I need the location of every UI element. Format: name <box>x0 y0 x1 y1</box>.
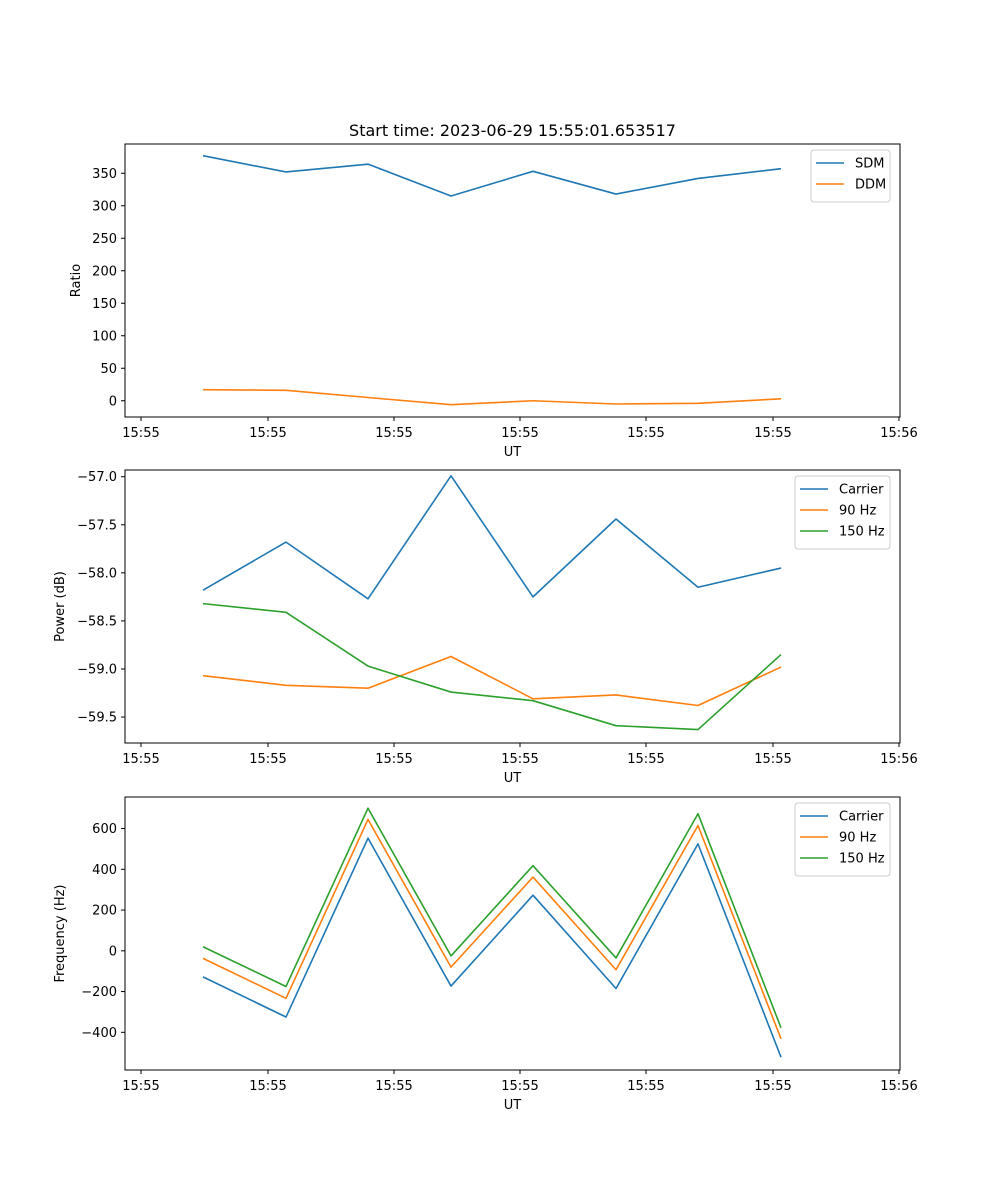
x-tick-label: 15:55 <box>375 1079 412 1094</box>
y-axis-label: Frequency (Hz) <box>53 884 68 982</box>
x-tick-label: 15:55 <box>122 752 159 767</box>
x-tick-label: 15:56 <box>880 752 917 767</box>
legend-label: 150 Hz <box>839 852 885 867</box>
y-tick-label: 50 <box>100 362 117 377</box>
x-tick-label: 15:55 <box>501 1079 538 1094</box>
y-tick-label: −58.0 <box>77 566 117 581</box>
y-tick-label: 150 <box>92 297 117 312</box>
x-tick-label: 15:55 <box>249 1079 286 1094</box>
y-tick-label: −400 <box>81 1026 117 1041</box>
series-line-carrier <box>202 474 782 600</box>
legend-label: DDM <box>855 178 886 193</box>
y-axis-label: Ratio <box>69 264 84 297</box>
x-tick-label: 15:55 <box>754 426 791 441</box>
y-tick-label: 350 <box>92 167 117 182</box>
subplot-3: −400 −200 0 200 400 600 15:55 15:55 15:55 15:55 15… <box>53 796 918 1113</box>
x-tick-label: 15:56 <box>880 1079 917 1094</box>
legend-label: 90 Hz <box>839 831 876 846</box>
x-axis-label: UT <box>504 771 522 786</box>
subplot-2: −57.0 −57.5 −58.0 −58.5 −59.0 −59.5 15:55 15:55… <box>53 469 918 786</box>
figure-title: Start time: 2023-06-29 15:55:01.653517 <box>349 121 676 140</box>
y-tick-label: 300 <box>92 199 117 214</box>
y-tick-label: 400 <box>92 863 117 878</box>
subplot-1: 0 50 100 150 200 250 300 350 15:55 15:55 15:55 15:5… <box>69 143 918 460</box>
y-tick-label: −200 <box>81 985 117 1000</box>
x-tick-label: 15:55 <box>249 426 286 441</box>
x-axis-label: UT <box>504 1098 522 1113</box>
legend-label: SDM <box>855 157 884 172</box>
y-tick-label: 250 <box>92 232 117 247</box>
x-tick-label: 15:55 <box>501 426 538 441</box>
y-tick-label: 100 <box>92 329 117 344</box>
legend: Carrier 90 Hz 150 Hz <box>794 802 891 877</box>
legend-label: 150 Hz <box>839 525 885 540</box>
series-line-90-hz <box>202 655 782 707</box>
legend: Carrier 90 Hz 150 Hz <box>794 475 891 550</box>
y-tick-label: −57.5 <box>77 518 117 533</box>
x-tick-label: 15:55 <box>627 1079 664 1094</box>
x-tick-label: 15:55 <box>501 752 538 767</box>
x-tick-label: 15:55 <box>249 752 286 767</box>
y-tick-label: 600 <box>92 822 117 837</box>
series-line-ddm <box>202 388 782 406</box>
x-tick-label: 15:55 <box>122 1079 159 1094</box>
x-tick-label: 15:55 <box>754 752 791 767</box>
y-tick-label: −59.0 <box>77 662 117 677</box>
axes-frame <box>124 143 901 418</box>
series-line-carrier <box>202 837 782 1058</box>
legend: SDM DDM <box>810 149 891 203</box>
y-tick-label: 0 <box>109 944 117 959</box>
legend-label: 90 Hz <box>839 504 876 519</box>
y-tick-label: −57.0 <box>77 470 117 485</box>
series-line-150-hz <box>202 807 782 1029</box>
y-axis-label: Power (dB) <box>53 571 68 642</box>
x-tick-label: 15:55 <box>627 752 664 767</box>
legend-label: Carrier <box>839 483 884 498</box>
x-tick-label: 15:55 <box>375 752 412 767</box>
x-tick-label: 15:55 <box>122 426 159 441</box>
x-tick-label: 15:55 <box>375 426 412 441</box>
x-tick-label: 15:56 <box>880 426 917 441</box>
x-tick-label: 15:55 <box>627 426 664 441</box>
y-tick-label: 200 <box>92 904 117 919</box>
y-tick-label: −59.5 <box>77 711 117 726</box>
axes-frame <box>124 469 901 744</box>
subplots: 0 50 100 150 200 250 300 350 15:55 15:55 15:55 15:5… <box>53 143 918 1113</box>
y-tick-label: 0 <box>109 394 117 409</box>
series-line-sdm <box>202 154 782 197</box>
axes-frame <box>124 796 901 1071</box>
y-tick-label: 200 <box>92 264 117 279</box>
y-tick-label: −58.5 <box>77 614 117 629</box>
series-line-150-hz <box>202 602 782 731</box>
legend-label: Carrier <box>839 810 884 825</box>
series-line-90-hz <box>202 818 782 1040</box>
x-axis-label: UT <box>504 445 522 460</box>
x-tick-label: 15:55 <box>754 1079 791 1094</box>
